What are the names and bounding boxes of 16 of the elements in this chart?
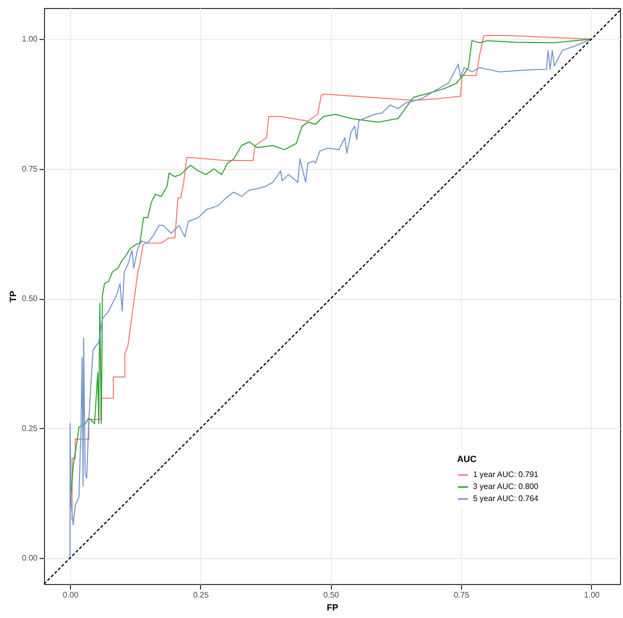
x-tick-label: 0.75 — [454, 590, 470, 600]
legend-label: 5 year AUC: 0.764 — [473, 494, 539, 503]
legend-label: 1 year AUC: 0.791 — [473, 470, 539, 479]
x-tick-label: 0.25 — [193, 590, 210, 600]
y-tick-label: 0.75 — [22, 164, 38, 174]
x-axis-title: FP — [326, 602, 338, 612]
x-tick-label: 0.50 — [323, 590, 340, 600]
y-tick-label: 0.00 — [22, 554, 38, 563]
x-tick-label: 1.00 — [584, 590, 600, 600]
y-axis-title: TP — [8, 290, 18, 302]
x-tick-label: 0.00 — [62, 590, 79, 600]
y-tick-label: 0.50 — [22, 294, 38, 304]
y-tick-label: 1.00 — [22, 34, 38, 44]
legend-title: AUC — [457, 454, 477, 464]
legend-label: 3 year AUC: 0.800 — [473, 482, 539, 491]
y-tick-label: 0.25 — [22, 424, 38, 433]
